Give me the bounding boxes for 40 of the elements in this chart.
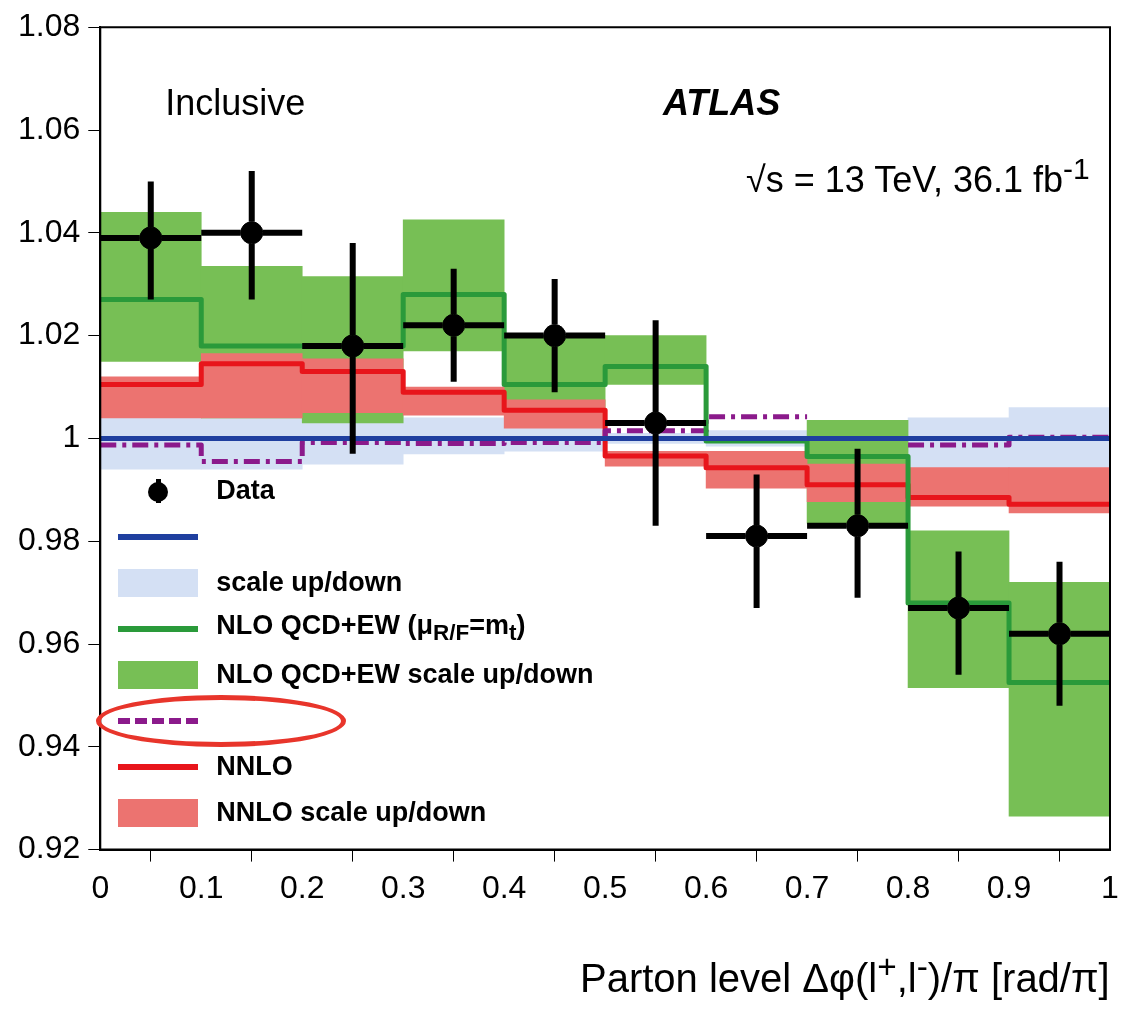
point: [947, 596, 971, 620]
point: [139, 226, 163, 250]
y-tick-label: 0.94: [18, 726, 81, 763]
annotation: Inclusive: [165, 82, 306, 125]
y-tick-label: 1.02: [18, 315, 81, 352]
y-tick-label: 0.92: [18, 829, 81, 866]
legend-label: NNLO scale up/down: [216, 797, 487, 829]
x-axis-title: Parton level Δφ(l$^{+}$,l$^{-}$)/π [rad/π]: [580, 948, 1110, 1002]
y-tick-label: 1.08: [18, 7, 81, 44]
point: [240, 221, 264, 245]
x-tick-label: 0.8: [885, 868, 931, 905]
legend-label: NLO QCD+EW scale up/down: [216, 659, 594, 691]
x-tick-label: 0.2: [279, 868, 325, 905]
point: [341, 334, 365, 358]
x-tick-label: 1: [1101, 868, 1119, 905]
legend-label: NNLO: [216, 751, 293, 783]
x-tick-label: 0.9: [986, 868, 1032, 905]
point: [1048, 622, 1072, 646]
y-tick-label: 1.06: [18, 109, 81, 146]
legend-label: Data: [216, 475, 275, 507]
annotation: ATLAS: [663, 82, 781, 125]
point: [543, 324, 567, 348]
legend-label: scale up/down: [216, 567, 403, 599]
x-tick-label: 0.1: [179, 868, 224, 905]
annotation: √s = 13 TeV, 36.1 fb$^{-1}$: [746, 152, 1090, 202]
x-tick-label: 0: [91, 868, 110, 905]
point: [644, 411, 668, 435]
y-tick-label: 1: [62, 418, 81, 455]
x-tick-label: 0.7: [784, 868, 830, 905]
legend-label: NLO QCD+EW (μ$_{R/F}$=m$_{t}$): [216, 610, 526, 647]
y-tick-label: 1.04: [18, 212, 81, 249]
x-tick-label: 0.5: [582, 868, 628, 905]
point: [442, 313, 466, 337]
x-tick-label: 0.4: [481, 868, 527, 905]
point: [846, 514, 870, 538]
y-tick-label: 0.96: [18, 623, 81, 660]
x-tick-label: 0.3: [380, 868, 426, 905]
y-tick-label: 0.98: [18, 521, 81, 558]
x-tick-label: 0.6: [683, 868, 729, 905]
point: [745, 524, 769, 548]
